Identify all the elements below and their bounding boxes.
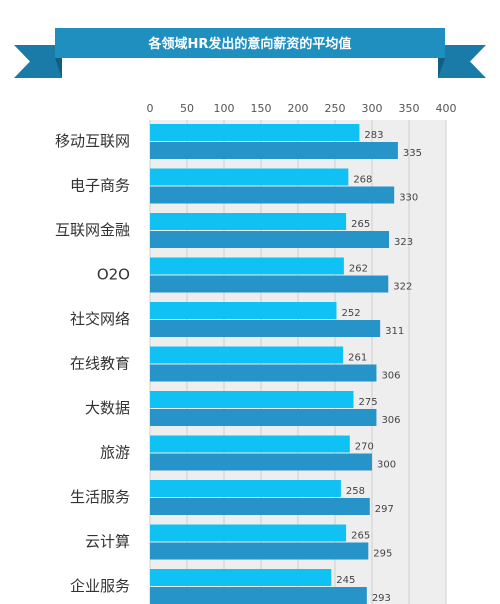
value-label: 330 xyxy=(399,193,418,204)
value-label: 323 xyxy=(394,237,413,248)
value-label: 295 xyxy=(373,549,392,560)
category-label: 移动互联网 xyxy=(55,132,130,150)
value-label: 275 xyxy=(359,397,378,408)
banner-left-tail xyxy=(14,45,62,78)
category-label: 互联网金融 xyxy=(55,221,130,239)
banner-right-fold xyxy=(438,58,445,78)
bar-series-1 xyxy=(150,569,332,586)
value-label: 258 xyxy=(346,486,365,497)
bar-series-1 xyxy=(150,168,349,186)
bar-series-1 xyxy=(150,213,347,230)
title-banner: 各领域HR发出的意向薪资的平均值 xyxy=(14,28,486,78)
category-label: 大数据 xyxy=(85,399,130,417)
bar-series-2 xyxy=(150,542,369,560)
bar-series-1 xyxy=(150,524,347,542)
x-tick-label: 250 xyxy=(325,102,346,115)
value-label: 265 xyxy=(351,219,370,230)
bar-series-1 xyxy=(150,124,360,141)
bar-series-1 xyxy=(150,391,354,408)
value-label: 300 xyxy=(377,460,396,471)
bar-series-2 xyxy=(150,409,377,426)
value-label: 297 xyxy=(375,504,394,515)
banner-right-tail xyxy=(438,45,486,78)
category-label: 企业服务 xyxy=(70,577,130,595)
x-tick-label: 50 xyxy=(180,102,194,115)
bar-series-2 xyxy=(150,364,377,382)
x-tick-label: 300 xyxy=(362,102,383,115)
bar-series-1 xyxy=(150,257,344,275)
category-label: 社交网络 xyxy=(70,310,130,328)
bar-series-1 xyxy=(150,302,337,319)
bar-series-2 xyxy=(150,275,389,293)
value-label: 306 xyxy=(381,371,400,382)
banner-body xyxy=(55,28,445,58)
x-tick-label: 150 xyxy=(251,102,272,115)
bar-series-2 xyxy=(150,498,370,515)
bar-series-1 xyxy=(150,346,344,364)
value-label: 252 xyxy=(341,308,360,319)
bar-series-2 xyxy=(150,142,398,159)
value-label: 245 xyxy=(336,575,355,586)
value-label: 261 xyxy=(348,353,367,364)
value-label: 311 xyxy=(385,326,404,337)
banner-left-fold xyxy=(55,58,62,78)
bar-series-1 xyxy=(150,435,350,453)
bars xyxy=(150,124,398,604)
x-tick-label: 200 xyxy=(288,102,309,115)
value-labels: 2833352683302653232623222523112613062753… xyxy=(336,130,422,604)
category-label: 电子商务 xyxy=(70,177,130,195)
value-label: 270 xyxy=(355,442,374,453)
bar-series-2 xyxy=(150,453,372,471)
value-label: 335 xyxy=(403,148,422,159)
x-tick-label: 100 xyxy=(214,102,235,115)
chart-title: 各领域HR发出的意向薪资的平均值 xyxy=(148,36,352,52)
bar-series-2 xyxy=(150,320,381,337)
x-axis-ticks: 0 50 100 150 200 250 300 350 400 xyxy=(147,102,457,115)
x-tick-label: 400 xyxy=(436,102,457,115)
value-label: 293 xyxy=(372,593,391,604)
bar-series-1 xyxy=(150,480,341,497)
bar-series-2 xyxy=(150,231,390,248)
value-label: 306 xyxy=(381,415,400,426)
value-label: 265 xyxy=(351,531,370,542)
x-tick-label: 350 xyxy=(399,102,420,115)
bar-series-2 xyxy=(150,587,367,604)
value-label: 322 xyxy=(393,282,412,293)
value-label: 262 xyxy=(349,264,368,275)
value-label: 283 xyxy=(364,130,383,141)
category-label: 云计算 xyxy=(85,533,130,551)
category-label: 在线教育 xyxy=(70,355,130,373)
x-tick-label: 0 xyxy=(147,102,154,115)
bar-series-2 xyxy=(150,186,395,204)
category-label: 生活服务 xyxy=(70,488,130,506)
category-label: O2O xyxy=(97,266,130,284)
value-label: 268 xyxy=(353,175,372,186)
category-label: 旅游 xyxy=(100,444,130,462)
